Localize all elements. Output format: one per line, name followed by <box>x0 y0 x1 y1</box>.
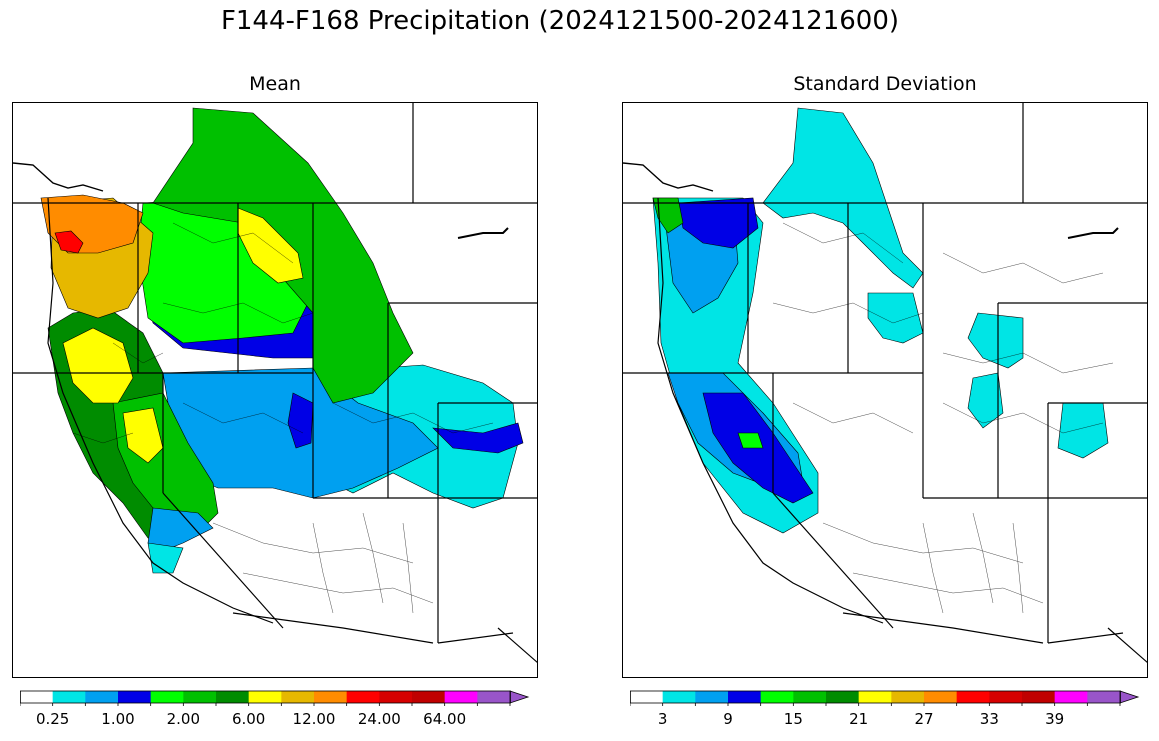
zone-yellow-nca <box>122 407 164 464</box>
colorbar-segment <box>444 691 478 703</box>
zone-yellow-idaho <box>237 207 304 284</box>
zone-green-wa <box>652 197 684 234</box>
colorbar-segment <box>891 691 925 703</box>
colorbar-segment <box>379 691 413 703</box>
colorbar-segment <box>630 691 664 703</box>
colorbar-segment <box>52 691 86 703</box>
zone-darkblue-wa <box>677 197 759 249</box>
panel-title-std: Standard Deviation <box>793 73 977 95</box>
colorbar-segment <box>956 691 990 703</box>
zone-red-wa <box>54 230 84 254</box>
colorbar-tick-label: 0.25 <box>35 710 70 728</box>
colorbar-segment <box>760 691 794 703</box>
colorbar-segment <box>1022 691 1056 703</box>
colorbar-segment <box>695 691 729 703</box>
colorbar-tick-label: 33 <box>979 710 999 728</box>
colorbar-tick-label: 39 <box>1045 710 1065 728</box>
colorbar-segment <box>118 691 152 703</box>
colorbar-segment <box>412 691 446 703</box>
zone-cyan-east <box>1057 402 1109 459</box>
colorbar-segment <box>281 691 315 703</box>
mean-map-svg <box>13 103 537 663</box>
colorbar-mean <box>20 690 530 706</box>
colorbar-tick-label: 2.00 <box>166 710 201 728</box>
mean-basin-lines <box>72 222 494 614</box>
mean-precip-fill <box>40 107 524 574</box>
zone-green-ca <box>737 432 764 449</box>
colorbar-segment <box>924 691 958 703</box>
zone-yellow-oregon <box>62 327 134 404</box>
zone-cyan-scal <box>147 542 184 574</box>
colorbar-tick-label: 12.00 <box>292 710 336 728</box>
colorbar-tick-label: 24.00 <box>357 710 401 728</box>
colorbar-outline <box>630 690 1121 704</box>
colorbar-segment <box>989 691 1023 703</box>
colorbar-std <box>630 690 1140 706</box>
colorbar-tick-label: 1.00 <box>101 710 135 728</box>
colorbar-segment <box>20 691 54 703</box>
colorbar-tick-label: 21 <box>849 710 869 728</box>
colorbar-segment <box>216 691 250 703</box>
colorbar-outline <box>20 690 511 704</box>
colorbar-segment <box>1054 691 1088 703</box>
colorbar-segment <box>728 691 762 703</box>
colorbar-segment <box>248 691 282 703</box>
colorbar-tick-label: 3 <box>657 710 668 728</box>
colorbar-extend-arrow <box>1119 690 1140 704</box>
colorbar-segment <box>793 691 827 703</box>
colorbar-segment <box>858 691 892 703</box>
colorbar-segment <box>477 691 511 703</box>
colorbar-segment <box>85 691 119 703</box>
zone-darkblue-east <box>432 422 524 454</box>
colorbar-extend-arrow <box>509 690 530 704</box>
colorbar-tick-label: 15 <box>783 710 803 728</box>
std-map-svg <box>623 103 1147 663</box>
std-boundaries <box>623 103 1147 663</box>
colorbar-tick-label: 27 <box>914 710 934 728</box>
zone-darkblue-ut <box>287 392 314 449</box>
colorbar-segment <box>346 691 380 703</box>
colorbar-segment <box>150 691 184 703</box>
std-basin-lines <box>772 222 1114 614</box>
map-mean <box>12 102 538 678</box>
figure-title: F144-F168 Precipitation (2024121500-2024… <box>220 6 900 36</box>
panel-title-mean: Mean <box>249 73 301 95</box>
map-std <box>622 102 1148 678</box>
colorbar-tick-label: 6.00 <box>231 710 266 728</box>
zone-cyan-mt <box>867 292 924 344</box>
colorbar-segment <box>1087 691 1121 703</box>
colorbar-segment <box>314 691 348 703</box>
zone-cyan-north <box>762 107 924 289</box>
std-fill <box>652 107 1109 534</box>
zone-cyan-wy <box>967 312 1024 369</box>
colorbar-segment <box>662 691 696 703</box>
mean-boundaries <box>13 103 537 663</box>
colorbar-tick-label: 9 <box>723 710 733 728</box>
colorbar-tick-label: 64.00 <box>423 710 467 728</box>
colorbar-segment <box>826 691 860 703</box>
colorbar-segment <box>183 691 217 703</box>
